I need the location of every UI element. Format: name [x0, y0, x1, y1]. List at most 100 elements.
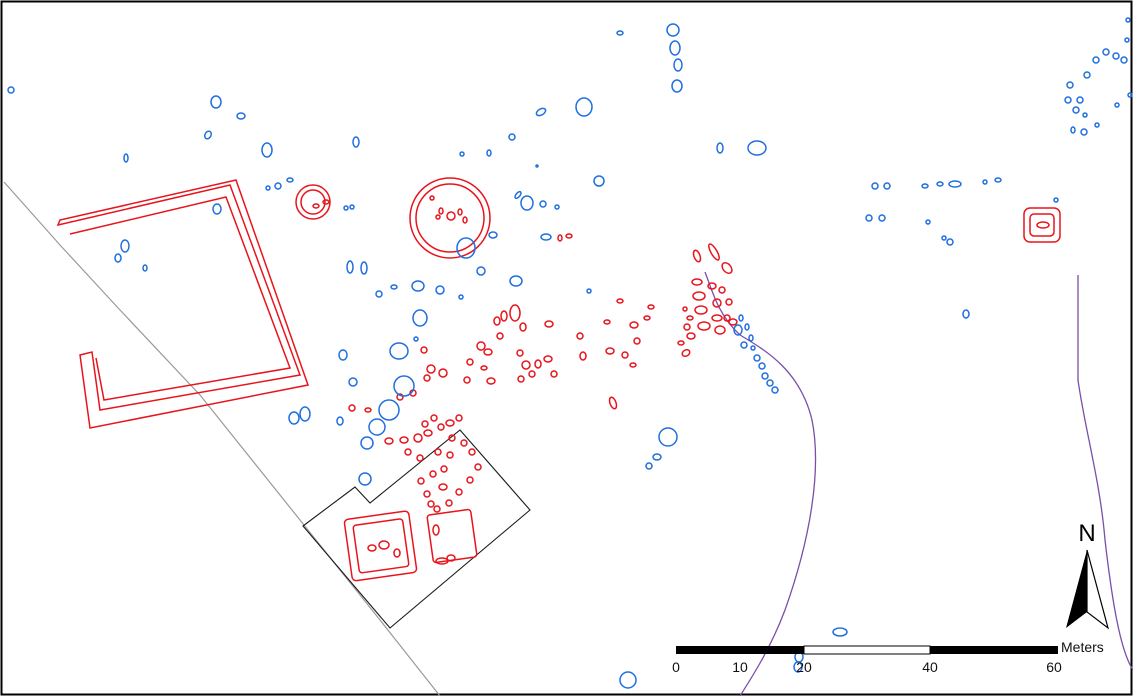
small-red-feature [516, 349, 524, 357]
small-red-feature [725, 298, 733, 306]
small-red-feature [605, 347, 615, 355]
enclosure-feature [56, 179, 309, 429]
small-red-feature [466, 476, 474, 484]
small-blue-feature [352, 136, 360, 148]
small-blue-feature [1076, 96, 1084, 104]
small-blue-feature [1053, 197, 1059, 203]
small-red-feature [493, 316, 501, 326]
small-red-feature [633, 337, 641, 345]
small-blue-feature [1114, 102, 1120, 108]
small-blue-feature [645, 462, 653, 470]
small-red-feature [694, 305, 708, 315]
small-red-feature [434, 448, 442, 456]
small-red-feature [427, 500, 435, 508]
small-blue-feature [265, 185, 271, 191]
small-red-feature [312, 203, 320, 209]
small-blue-feature [871, 182, 879, 190]
scale-tick-20: 20 [796, 659, 812, 675]
small-blue-feature [744, 323, 750, 331]
small-blue-feature [1092, 56, 1100, 64]
small-blue-feature [652, 453, 662, 461]
small-blue-feature [7, 86, 15, 94]
small-blue-feature [411, 280, 425, 292]
small-blue-feature [1072, 106, 1080, 114]
small-red-feature [517, 375, 525, 383]
small-red-feature [621, 351, 629, 359]
small-blue-feature [360, 436, 374, 450]
small-blue-feature [488, 231, 498, 239]
small-red-feature [429, 470, 437, 478]
small-red-feature [643, 315, 651, 321]
scale-tick-40: 40 [922, 659, 938, 675]
small-red-feature [399, 436, 409, 444]
small-red-feature [500, 310, 508, 322]
small-blue-feature [458, 294, 464, 300]
small-blue-feature [509, 275, 523, 287]
small-red-feature [420, 346, 428, 354]
small-red-feature [423, 429, 433, 437]
small-red-feature [446, 451, 454, 459]
small-red-feature [686, 315, 694, 321]
small-red-feature [557, 234, 563, 242]
small-blue-feature [486, 149, 492, 157]
scale-tick-60: 60 [1046, 659, 1062, 675]
small-red-feature [629, 362, 637, 368]
small-red-feature [455, 488, 463, 496]
small-red-feature [682, 306, 688, 312]
small-blue-feature [299, 406, 311, 422]
small-blue-feature [750, 345, 756, 351]
small-blue-features [7, 17, 1133, 689]
small-red-feature [691, 278, 703, 286]
small-blue-feature [658, 427, 678, 447]
small-red-feature [608, 396, 618, 410]
small-blue-feature [142, 264, 148, 272]
small-blue-feature [535, 164, 539, 168]
small-red-feature [496, 332, 504, 340]
small-red-feature [423, 490, 431, 498]
small-red-feature [457, 208, 463, 216]
small-blue-feature [1124, 37, 1130, 43]
small-blue-feature [358, 472, 372, 486]
small-blue-feature [925, 219, 931, 225]
small-red-feature [616, 298, 624, 304]
small-red-feature [721, 261, 733, 275]
small-red-feature [712, 298, 722, 308]
small-blue-feature [393, 375, 415, 397]
small-red-feature [446, 554, 456, 562]
small-red-feature [474, 463, 482, 471]
small-red-feature [460, 439, 468, 447]
small-blue-feature [348, 377, 358, 387]
small-red-feature [519, 322, 527, 332]
small-blue-feature [941, 235, 947, 241]
small-red-feature [714, 325, 726, 335]
small-red-feature [683, 323, 691, 331]
small-blue-feature [575, 97, 593, 117]
small-red-feature [708, 243, 720, 261]
small-red-feature [565, 233, 573, 239]
small-blue-feature [435, 285, 445, 295]
small-red-feature [692, 291, 706, 301]
small-blue-feature [554, 204, 560, 210]
small-blue-feature [1127, 92, 1133, 98]
small-blue-feature [459, 151, 465, 157]
small-red-feature [647, 304, 655, 310]
north-arrow-icon: N [1066, 520, 1110, 630]
small-red-feature [438, 483, 448, 491]
small-blue-feature [962, 309, 970, 319]
small-blue-feature [716, 142, 724, 154]
small-blue-feature [375, 290, 383, 298]
small-red-feature [534, 359, 542, 369]
small-blue-feature [286, 177, 294, 183]
small-blue-feature [669, 40, 681, 56]
small-blue-feature [336, 416, 344, 426]
small-blue-feature [586, 288, 592, 294]
small-red-feature [550, 370, 558, 378]
small-blue-feature [733, 324, 743, 336]
small-red-feature [445, 499, 453, 507]
small-red-feature [446, 211, 456, 221]
small-red-feature [579, 351, 587, 361]
small-red-feature [463, 376, 471, 384]
small-red-feature [435, 214, 441, 220]
